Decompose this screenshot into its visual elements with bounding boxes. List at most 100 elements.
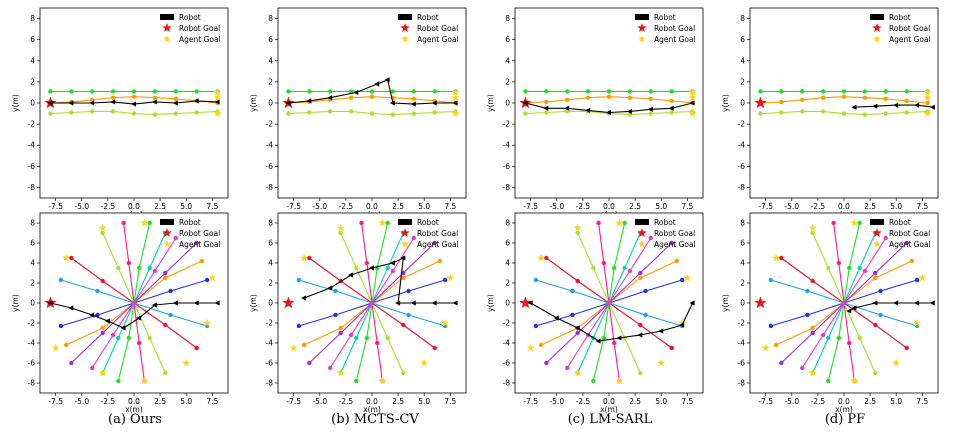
robot-position-marker (172, 100, 178, 106)
agent-position-point (805, 312, 810, 318)
agent-position-point (286, 89, 291, 94)
x-tick-label: -5.0 (549, 397, 564, 406)
y-tick-label: -8 (28, 183, 36, 192)
agent-goal-star (98, 368, 107, 377)
robot-position-marker (131, 101, 136, 107)
agent-position-point (533, 323, 539, 329)
agent-position-point (401, 370, 406, 376)
agent-position-point (390, 89, 396, 94)
robot-position-marker (68, 100, 74, 106)
robot-position-marker (647, 106, 653, 112)
agent-position-point (674, 258, 680, 264)
agent-position-point (348, 89, 354, 94)
y-tick-label: 6 (30, 239, 35, 248)
y-tick-label: 6 (268, 35, 273, 44)
agent-position-point (328, 365, 333, 371)
y-tick-label: 2 (268, 279, 273, 288)
robot-goal-star (754, 296, 767, 309)
agent-position-point (612, 265, 617, 271)
agent-position-point (601, 260, 606, 266)
robot-trajectory-line (288, 79, 456, 105)
y-tick-label: 6 (505, 35, 510, 44)
robot-position-marker (214, 99, 220, 105)
agent-position-point (296, 277, 302, 283)
y-tick-label: -4 (738, 339, 746, 348)
agent-goal-star (289, 343, 298, 352)
agent-position-point (432, 89, 437, 94)
agent-goal-star (336, 223, 345, 232)
x-tick-label: 7.5 (206, 202, 218, 211)
agent-position-point (841, 89, 847, 94)
agent-position-point (364, 335, 369, 341)
agent-position-point (432, 240, 437, 246)
agent-position-point (826, 378, 831, 384)
panel-pf-row2: -8 -6 -4 -2 0 2 4 6 8 -7.5 -5.0 -2.5 0.0 2.5 5.0 7.5 x(m… (721, 212, 939, 414)
agent-position-point (648, 111, 653, 116)
agent-position-point (800, 97, 805, 103)
agent-goal-star (892, 358, 901, 367)
robot-position-marker (929, 300, 935, 306)
agent-position-point (163, 275, 168, 281)
agent-position-point (585, 89, 591, 94)
robot-position-marker (689, 300, 695, 306)
agent-position-point (601, 335, 606, 341)
legend-robot-swatch (870, 219, 884, 225)
y-tick-label: 0 (268, 299, 273, 308)
agent-position-point (565, 89, 570, 94)
agent-position-point (523, 111, 528, 116)
x-tick-label: -5.0 (74, 202, 89, 211)
agent-position-point (194, 110, 199, 115)
robot-position-marker (851, 104, 857, 110)
agent-position-point (168, 312, 173, 318)
y-tick-label: 8 (740, 14, 745, 23)
legend-entry-label: Robot Goal (889, 229, 930, 238)
agent-position-point (904, 240, 909, 246)
legend-robot-goal-swatch (872, 23, 882, 32)
agent-position-point (544, 360, 549, 366)
y-tick-label: 8 (740, 219, 745, 228)
agent-position-point (565, 365, 570, 371)
y-tick-label: 6 (30, 35, 35, 44)
y-tick-label: 0 (268, 99, 273, 108)
x-tick-label: 5.0 (890, 202, 902, 211)
agent-position-point (909, 258, 915, 264)
agent-position-point (411, 96, 416, 101)
agent-goal-star (208, 273, 217, 282)
robot-position-marker (151, 99, 157, 105)
legend-entry-label: Robot Goal (417, 24, 458, 33)
legend-robot-goal-swatch (637, 228, 647, 237)
caption-pf: (d) PF (824, 412, 866, 427)
agent-position-point (904, 345, 909, 351)
agent-position-point (575, 330, 580, 336)
robot-position-marker (929, 104, 935, 110)
agent-position-point (354, 335, 359, 341)
agent-goal-star (850, 376, 859, 385)
agent-position-point (820, 332, 826, 338)
agent-position-point (606, 300, 612, 306)
agent-goal-star (537, 253, 546, 262)
x-tick-label: 0.0 (128, 397, 140, 406)
robot-position-marker (616, 335, 622, 341)
agent-position-point (116, 378, 121, 384)
agent-position-point (538, 342, 544, 348)
agent-position-point (307, 255, 312, 261)
agent-position-point (338, 330, 343, 336)
agent-position-point (95, 288, 100, 294)
agent-position-point (385, 220, 390, 226)
agent-position-point (779, 255, 784, 261)
legend-agent-goal-swatch (873, 240, 881, 248)
agent-goal-star (772, 253, 781, 262)
y-tick-label: 0 (505, 99, 510, 108)
agent-position-point (90, 109, 95, 114)
agent-goal-star (213, 88, 222, 96)
agent-goal-star (615, 376, 624, 385)
agent-goal-star (140, 376, 149, 385)
agent-position-point (432, 110, 437, 115)
legend-entry-label: Agent Goal (417, 35, 459, 44)
agent-position-point (338, 230, 343, 236)
agent-position-point (779, 99, 784, 105)
y-tick-label: 4 (505, 56, 510, 65)
agent-position-point (328, 109, 333, 114)
robot-position-marker (348, 272, 354, 278)
agent-position-point (627, 95, 633, 100)
